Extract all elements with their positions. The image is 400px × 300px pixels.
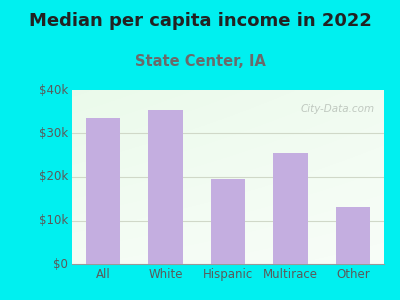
Text: $30k: $30k bbox=[39, 127, 68, 140]
Text: $0: $0 bbox=[53, 257, 68, 271]
Text: $40k: $40k bbox=[39, 83, 68, 97]
Text: State Center, IA: State Center, IA bbox=[134, 54, 266, 69]
Text: Median per capita income in 2022: Median per capita income in 2022 bbox=[28, 12, 372, 30]
Text: $10k: $10k bbox=[39, 214, 68, 227]
Bar bbox=[211, 179, 245, 264]
Bar bbox=[148, 110, 183, 264]
Text: $20k: $20k bbox=[39, 170, 68, 184]
Bar bbox=[336, 208, 370, 264]
Bar bbox=[86, 118, 120, 264]
Text: City-Data.com: City-Data.com bbox=[300, 104, 375, 114]
Bar bbox=[273, 153, 308, 264]
